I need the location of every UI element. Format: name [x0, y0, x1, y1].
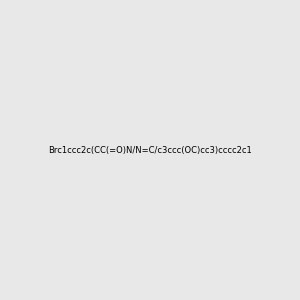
Text: Brc1ccc2c(CC(=O)N/N=C/c3ccc(OC)cc3)cccc2c1: Brc1ccc2c(CC(=O)N/N=C/c3ccc(OC)cc3)cccc2… — [48, 146, 252, 154]
